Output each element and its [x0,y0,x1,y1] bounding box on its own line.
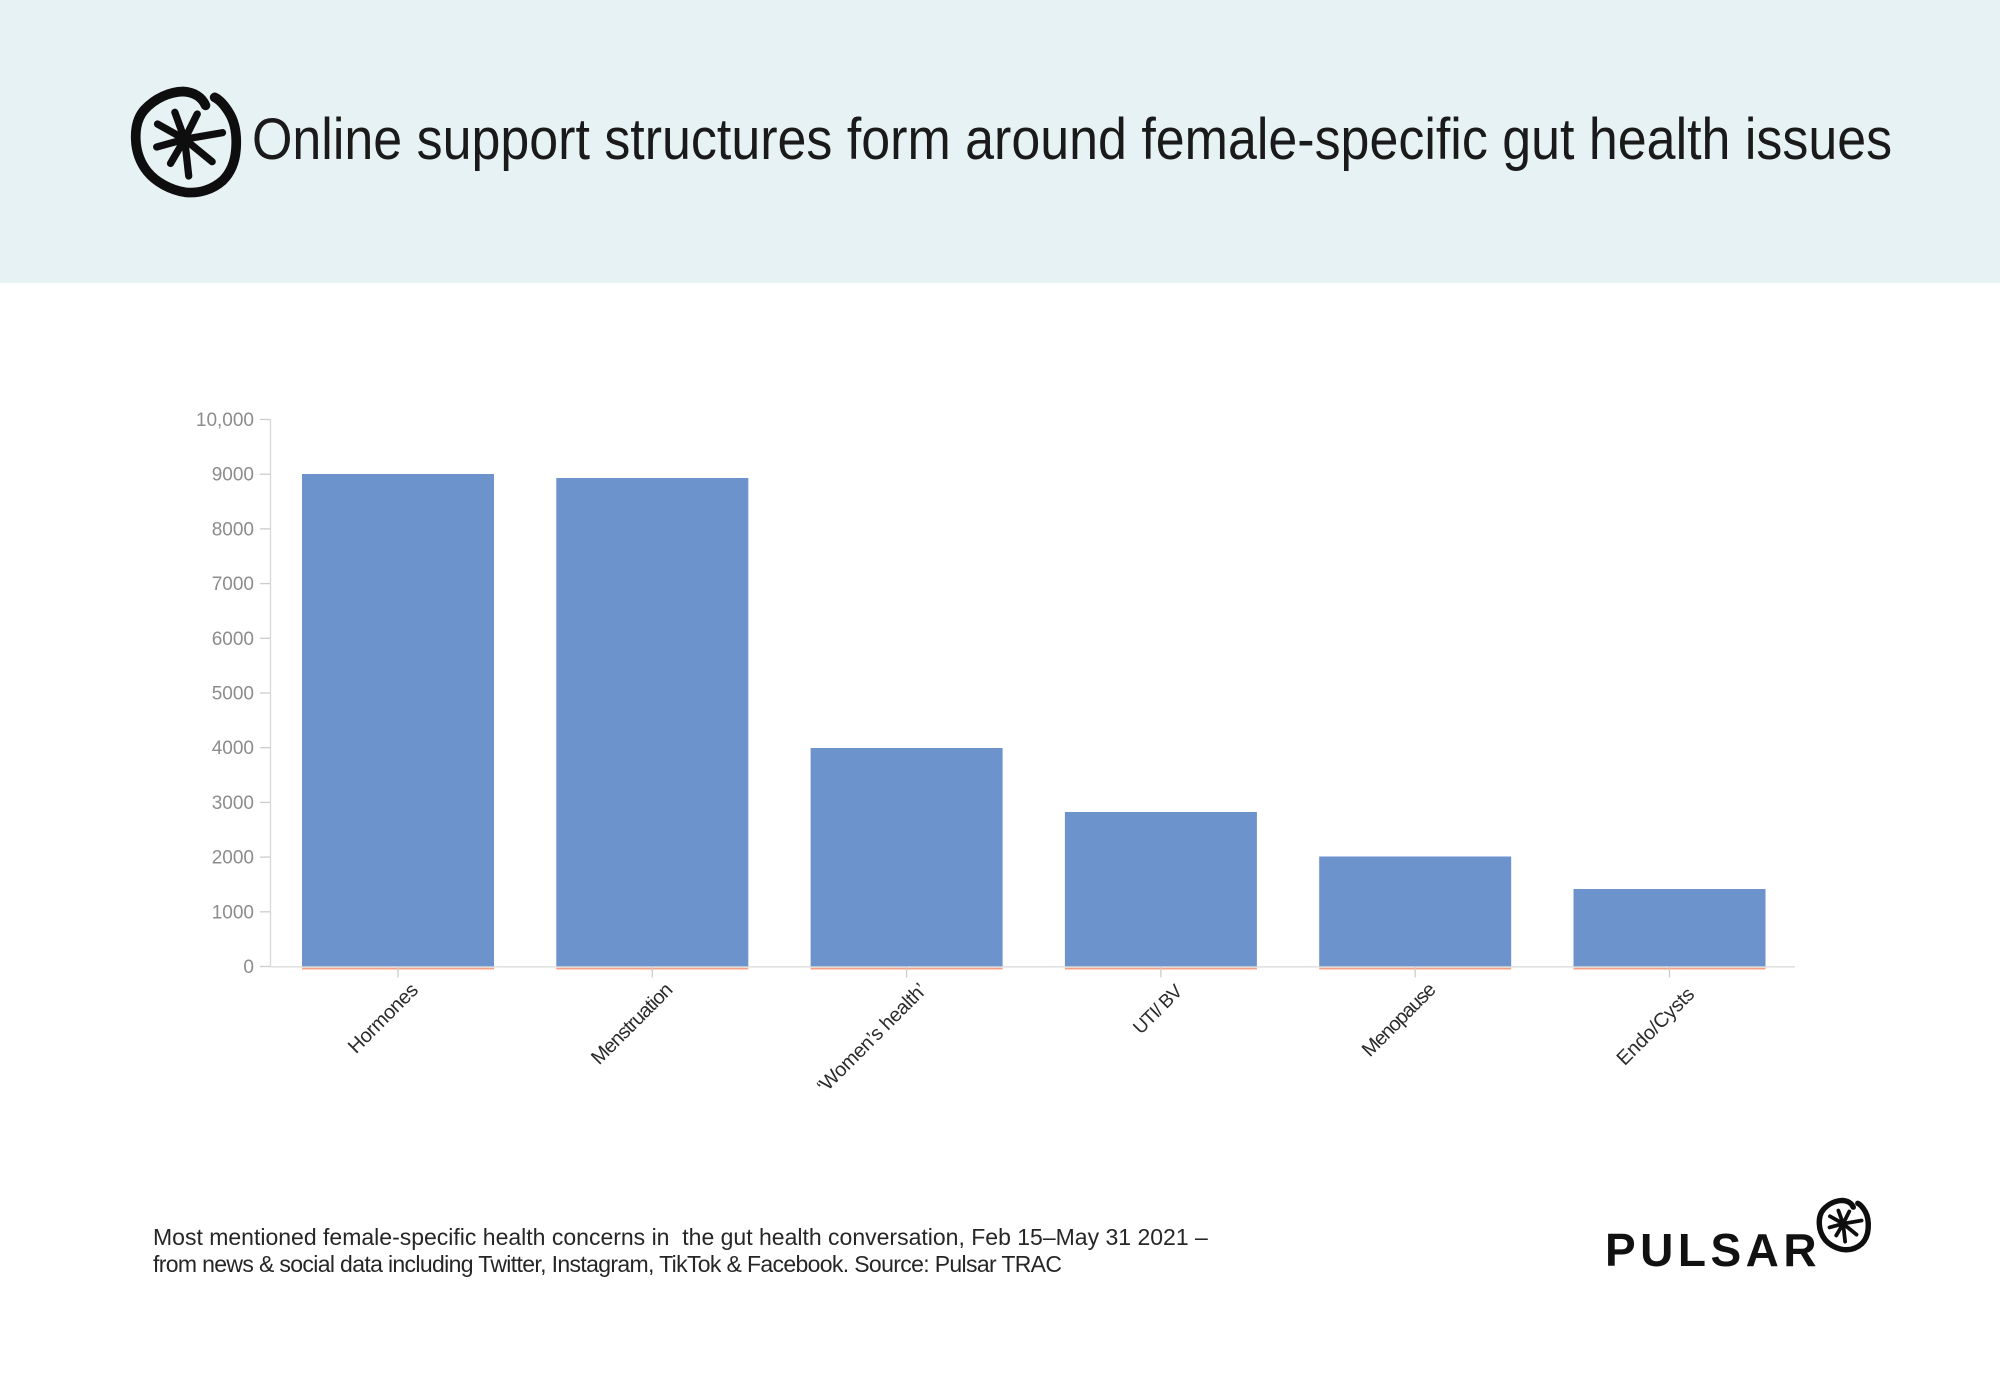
svg-text:Menstruation: Menstruation [587,979,677,1069]
svg-text:5000: 5000 [212,684,254,705]
svg-text:4000: 4000 [212,738,254,759]
svg-text:6000: 6000 [212,629,254,650]
svg-text:Hormones: Hormones [344,979,423,1058]
svg-text:Menopause: Menopause [1358,979,1441,1062]
svg-text:10,000: 10,000 [196,410,254,431]
svg-text:3000: 3000 [212,793,254,814]
svg-text:UTI/ BV: UTI/ BV [1130,981,1188,1039]
svg-text:0: 0 [243,957,254,978]
svg-text:8000: 8000 [212,519,254,540]
svg-text:2000: 2000 [212,848,254,869]
svg-text:7000: 7000 [212,574,254,595]
svg-text:Endo/Cysts: Endo/Cysts [1613,983,1700,1070]
svg-text:1000: 1000 [212,902,254,923]
svg-text:9000: 9000 [212,465,254,486]
svg-text:‘Women’s health’: ‘Women’s health’ [813,979,931,1097]
